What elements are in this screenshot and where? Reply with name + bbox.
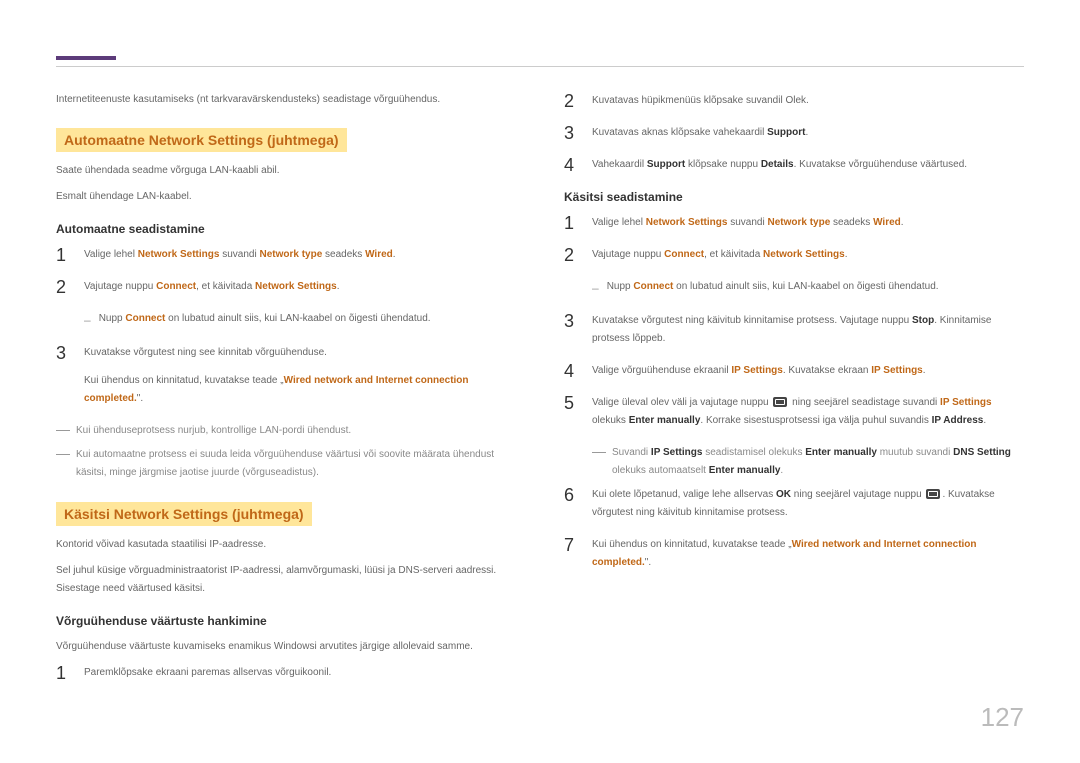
dash-icon: ‒: [592, 278, 599, 300]
step-text: Kuvatakse võrgutest ning see kinnitab võ…: [84, 344, 516, 408]
step-number: 1: [564, 214, 580, 232]
step-number: 6: [564, 486, 580, 504]
auto-desc-1: Saate ühendada seadme võrguga LAN-kaabli…: [56, 162, 516, 180]
values-desc: Võrguühenduse väärtuste kuvamiseks enami…: [56, 638, 516, 656]
step-number: 7: [564, 536, 580, 554]
intro-text: Internetiteenuste kasutamiseks (nt tarkv…: [56, 92, 516, 108]
dash-icon: ‒: [84, 310, 91, 332]
left-column: Internetiteenuste kasutamiseks (nt tarkv…: [56, 92, 516, 696]
step-text: Valige lehel Network Settings suvandi Ne…: [592, 214, 1024, 232]
manual-step-6: 6 Kui olete lõpetanud, valige lehe allse…: [564, 486, 1024, 522]
manual-step-5: 5 Valige üleval olev väli ja vajutage nu…: [564, 394, 1024, 430]
manual-step-5-note: Suvandi IP Settings seadistamisel olekuk…: [592, 444, 1024, 480]
step-text: Valige võrguühenduse ekraanil IP Setting…: [592, 362, 1024, 380]
step-number: 3: [564, 312, 580, 330]
step-number: 2: [56, 278, 72, 296]
remote-enter-icon: [926, 489, 940, 499]
step-number: 1: [56, 246, 72, 264]
manual-desc-2: Sel juhul küsige võrguadministraatorist …: [56, 562, 516, 598]
step-text: Valige lehel Network Settings suvandi Ne…: [84, 246, 516, 264]
step-text: Kui olete lõpetanud, valige lehe allserv…: [592, 486, 1024, 522]
step-text: Vajutage nuppu Connect, et käivitada Net…: [592, 246, 1024, 264]
auto-note-2: Kui automaatne protsess ei suuda leida v…: [56, 446, 516, 482]
step-text: Valige üleval olev väli ja vajutage nupp…: [592, 394, 1024, 430]
step-text: Kui ühendus on kinnitatud, kuvatakse tea…: [592, 536, 1024, 572]
step-text: Kuvatavas hüpikmenüüs klõpsake suvandil …: [592, 92, 1024, 110]
section-auto-heading: Automaatne Network Settings (juhtmega): [56, 128, 347, 152]
step-number: 2: [564, 246, 580, 264]
auto-desc-2: Esmalt ühendage LAN-kaabel.: [56, 188, 516, 206]
remote-enter-icon: [773, 397, 787, 407]
note-dash-icon: [56, 430, 70, 431]
step-number: 3: [56, 344, 72, 362]
step-number: 4: [564, 362, 580, 380]
manual-desc-1: Kontorid võivad kasutada staatilisi IP-a…: [56, 536, 516, 554]
manual-step-1: 1 Valige lehel Network Settings suvandi …: [564, 214, 1024, 232]
step-text: Vajutage nuppu Connect, et käivitada Net…: [84, 278, 516, 296]
manual-step-2: 2 Vajutage nuppu Connect, et käivitada N…: [564, 246, 1024, 264]
note-dash-icon: [592, 452, 606, 453]
auto-note-1: Kui ühenduseprotsess nurjub, kontrollige…: [56, 422, 516, 440]
manual-setup-sub-heading: Käsitsi seadistamine: [564, 190, 1024, 204]
top-divider: [56, 66, 1024, 67]
step-number: 5: [564, 394, 580, 412]
purple-accent-bar: [56, 56, 116, 60]
auto-sub-heading: Automaatne seadistamine: [56, 222, 516, 236]
step-text: Paremklõpsake ekraani paremas allservas …: [84, 664, 516, 682]
step-number: 3: [564, 124, 580, 142]
note-dash-icon: [56, 454, 70, 455]
values-step-2: 2 Kuvatavas hüpikmenüüs klõpsake suvandi…: [564, 92, 1024, 110]
step-text: Kuvatakse võrgutest ning käivitub kinnit…: [592, 312, 1024, 348]
manual-step-2-bullet: ‒ Nupp Connect on lubatud ainult siis, k…: [592, 278, 1024, 300]
page-content: Internetiteenuste kasutamiseks (nt tarkv…: [0, 0, 1080, 736]
step-number: 1: [56, 664, 72, 682]
auto-step-2: 2 Vajutage nuppu Connect, et käivitada N…: [56, 278, 516, 296]
values-step-4: 4 Vahekaardil Support klõpsake nuppu Det…: [564, 156, 1024, 174]
step-number: 2: [564, 92, 580, 110]
step-text: Vahekaardil Support klõpsake nuppu Detai…: [592, 156, 1024, 174]
auto-step-2-bullet: ‒ Nupp Connect on lubatud ainult siis, k…: [84, 310, 516, 332]
auto-step-3: 3 Kuvatakse võrgutest ning see kinnitab …: [56, 344, 516, 408]
values-step-1: 1 Paremklõpsake ekraani paremas allserva…: [56, 664, 516, 682]
step-text: Kuvatavas aknas klõpsake vahekaardil Sup…: [592, 124, 1024, 142]
manual-step-3: 3 Kuvatakse võrgutest ning käivitub kinn…: [564, 312, 1024, 348]
values-sub-heading: Võrguühenduse väärtuste hankimine: [56, 614, 516, 628]
step-number: 4: [564, 156, 580, 174]
section-manual-heading: Käsitsi Network Settings (juhtmega): [56, 502, 312, 526]
page-number: 127: [981, 702, 1024, 733]
values-step-3: 3 Kuvatavas aknas klõpsake vahekaardil S…: [564, 124, 1024, 142]
auto-step-1: 1 Valige lehel Network Settings suvandi …: [56, 246, 516, 264]
manual-step-7: 7 Kui ühendus on kinnitatud, kuvatakse t…: [564, 536, 1024, 572]
right-column: 2 Kuvatavas hüpikmenüüs klõpsake suvandi…: [564, 92, 1024, 696]
manual-step-4: 4 Valige võrguühenduse ekraanil IP Setti…: [564, 362, 1024, 380]
